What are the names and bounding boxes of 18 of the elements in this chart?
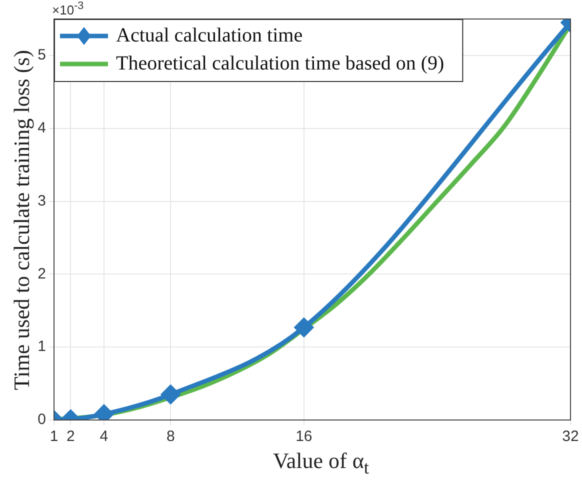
y-tick-label: 4	[38, 120, 46, 137]
legend-label: Actual calculation time	[116, 24, 303, 46]
legend-label: Theoretical calculation time based on (9)	[116, 52, 444, 74]
y-tick-label: 5	[38, 46, 46, 64]
y-tick-label: 3	[38, 192, 46, 210]
y-tick-label: 0	[38, 411, 46, 428]
x-axis-title: Value of α$_{t}$	[272, 448, 370, 478]
point	[161, 385, 180, 404]
x-tick-label: 8	[166, 428, 175, 446]
x-tick-label: 32	[562, 428, 579, 446]
x-tick-label: 16	[296, 428, 312, 446]
x-tick-label: 4	[100, 428, 108, 446]
y-tick-label: 1	[38, 338, 46, 356]
x-tick-label: 1	[50, 428, 58, 446]
x-tick-label: 2	[66, 428, 75, 446]
text: ×10$^{-3}$	[52, 0, 84, 18]
y-tick-label: 2	[38, 265, 46, 282]
y-axis-title: Time used to calculate training loss (s)	[9, 50, 35, 390]
